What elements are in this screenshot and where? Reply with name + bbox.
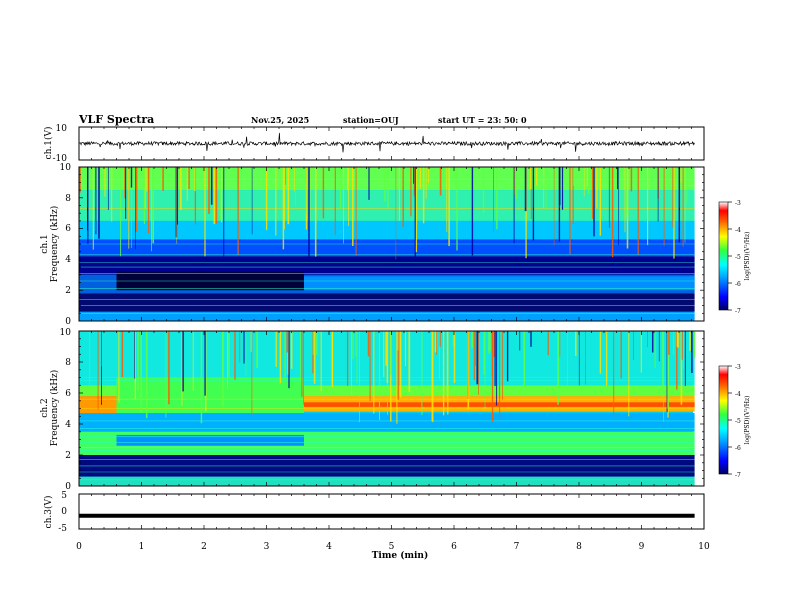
ch1-ylabel-frequency: Frequency (kHz) <box>49 206 60 283</box>
station-label: station=OUJ <box>343 115 399 125</box>
ch2-spectrogram-streaks <box>89 331 696 424</box>
ch2-freq-tick-8: 8 <box>65 358 71 368</box>
ch1-cbar-tick-m5: -5 <box>735 254 741 261</box>
xtick-10: 10 <box>698 542 710 552</box>
xtick-9: 9 <box>639 542 645 552</box>
spec1-band <box>79 256 695 275</box>
xtick-0: 0 <box>76 542 82 552</box>
ch3-waveform-frame <box>78 493 705 530</box>
ch2-cbar-label: log(PSD)(V²/Hz) <box>744 396 751 445</box>
ch1-spectrogram-panel: 0 2 4 6 8 10 ch.1 Frequency (kHz) -3 -4 … <box>40 163 751 327</box>
ch2-freq-tick-0: 0 <box>65 482 71 492</box>
ch2-freq-tick-10: 10 <box>60 328 72 338</box>
ch2-freq-tick-4: 4 <box>65 420 71 430</box>
spec1-band <box>79 167 695 191</box>
ch1-spectrogram-streaks <box>78 167 688 260</box>
ch3-waveform-panel: 5 0 -5 ch.3(V) <box>43 491 705 534</box>
spec1-band <box>79 190 695 221</box>
ch1-ytick-top: 10 <box>56 124 68 134</box>
ch1-freq-tick-0: 0 <box>65 317 71 327</box>
ch1-freq-tick-2: 2 <box>65 286 71 296</box>
ch1-cbar-tick-m4: -4 <box>735 227 741 234</box>
ch1-cbar-label: log(PSD)(V²/Hz) <box>744 232 751 281</box>
ch2-colorbar <box>718 365 729 475</box>
ch2-cbar-tick-m5: -5 <box>735 418 741 425</box>
ch1-waveform-panel: 10 -10 ch.1(V) <box>43 124 705 164</box>
x-axis-label: Time (min) <box>372 550 429 561</box>
ch3-ylabel: ch.3(V) <box>43 496 54 529</box>
ch1-colorbar <box>718 201 729 311</box>
ch2-cbar-tick-m7: -7 <box>735 472 741 479</box>
ch2-freq-tick-2: 2 <box>65 451 71 461</box>
ch3-ytick-bottom: -5 <box>58 524 67 534</box>
ch1-cbar-tick-m7: -7 <box>735 308 741 315</box>
spec1-band <box>304 276 695 291</box>
ch1-ylabel-channel: ch.1 <box>40 234 50 253</box>
spec2-band <box>79 413 695 432</box>
ch1-freq-tick-4: 4 <box>65 255 71 265</box>
spec1-band <box>79 239 695 257</box>
ch2-spectrogram-panel: 0 2 4 6 8 10 ch.2 Frequency (kHz) -3 -4 … <box>40 328 751 492</box>
ch2-cbar-tick-m6: -6 <box>735 445 741 452</box>
ch1-ylabel: ch.1(V) <box>43 127 54 160</box>
xtick-5: 5 <box>389 542 395 552</box>
x-axis: 0 1 2 3 4 5 6 7 8 9 10 Time (min) <box>76 542 710 561</box>
xtick-3: 3 <box>264 542 270 552</box>
ch1-cbar-tick-m3: -3 <box>735 200 741 207</box>
ch1-cbar-tick-m6: -6 <box>735 281 741 288</box>
spec1-band <box>79 311 695 321</box>
spec2-band <box>116 377 304 414</box>
date-label: Nov.25, 2025 <box>251 115 310 125</box>
spec1-band <box>79 220 695 240</box>
chart-title: VLF Spectra <box>79 113 155 126</box>
xtick-2: 2 <box>201 542 207 552</box>
xtick-1: 1 <box>139 542 145 552</box>
ch1-ytick-bottom: -10 <box>53 154 68 164</box>
axis-tick-marks <box>78 127 732 529</box>
spec1-band <box>79 293 695 312</box>
ch1-spectrogram-bands <box>79 167 695 321</box>
start-time-label: start UT = 23: 50: 0 <box>438 115 527 125</box>
ch2-freq-tick-6: 6 <box>65 389 71 399</box>
ch3-ytick-mid: 0 <box>61 507 67 517</box>
ch1-freq-tick-8: 8 <box>65 194 71 204</box>
xtick-8: 8 <box>576 542 582 552</box>
xtick-6: 6 <box>451 542 457 552</box>
ch1-waveform-line <box>78 132 695 153</box>
spec2-band <box>116 434 304 446</box>
ch2-ylabel-channel: ch.2 <box>40 398 50 417</box>
spec2-band <box>79 476 695 486</box>
ch2-ylabel-frequency: Frequency (kHz) <box>49 370 60 447</box>
xtick-4: 4 <box>326 542 332 552</box>
spec2-band <box>79 385 695 397</box>
ch1-freq-tick-10: 10 <box>60 163 72 173</box>
ch2-cbar-tick-m3: -3 <box>735 364 741 371</box>
ch1-freq-tick-6: 6 <box>65 224 71 234</box>
ch2-cbar-tick-m4: -4 <box>735 391 741 398</box>
xtick-7: 7 <box>514 542 520 552</box>
ch3-ytick-top: 5 <box>61 491 67 501</box>
